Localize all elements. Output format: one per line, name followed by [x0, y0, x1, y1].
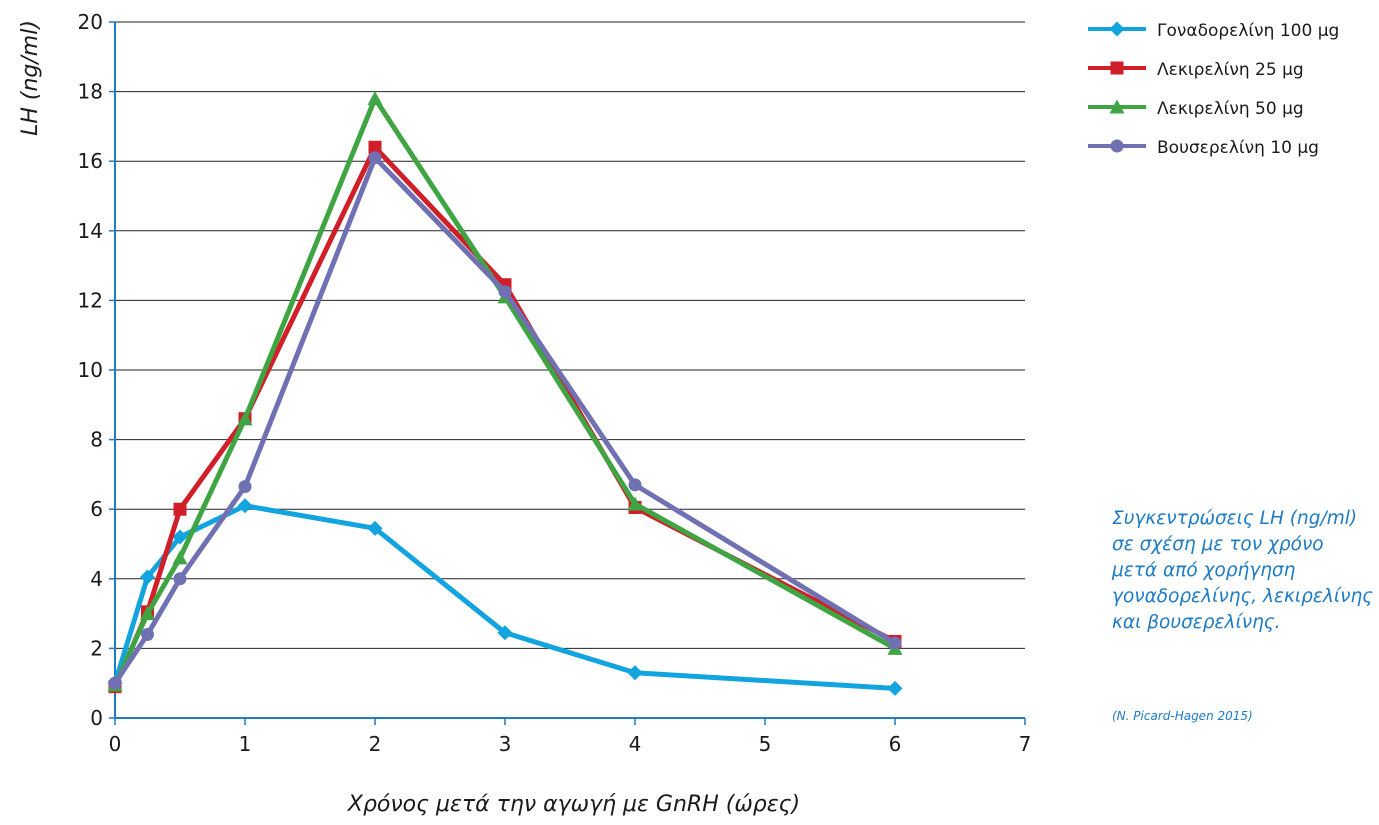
series-0	[107, 498, 903, 696]
data-point-3-0	[108, 676, 122, 690]
data-point-0-1	[140, 569, 155, 585]
data-point-2-2	[172, 550, 188, 565]
data-point-2-6	[627, 496, 643, 511]
series-line-1	[112, 144, 898, 690]
axes	[109, 21, 1026, 725]
data-point-0-3	[237, 498, 253, 514]
series-line-0	[112, 503, 898, 691]
legend-item-2: Λεκιρελίνη 50 μg	[1088, 99, 1304, 119]
data-point-0-2	[172, 529, 188, 545]
legend-label-2: Λεκιρελίνη 50 μg	[1157, 99, 1304, 119]
legend: Γοναδορελίνη 100 μg Λεκιρελίνη 25 μg Λεκιρ…	[1088, 21, 1339, 158]
data-point-3-7	[888, 636, 902, 650]
series-line-3	[112, 155, 898, 686]
data-point-3-4	[368, 151, 382, 165]
series-2	[107, 91, 903, 692]
data-point-3-2	[173, 572, 187, 586]
legend-item-3: Βουσερελίνη 10 μg	[1088, 138, 1319, 158]
x-tick-label-4: 4	[629, 732, 642, 756]
y-tick-label-5: 10	[78, 358, 103, 382]
y-axis-title: LH (ng/ml)	[18, 20, 43, 136]
series-3	[108, 151, 902, 690]
data-point-0-5	[497, 625, 513, 641]
data-point-0-4	[367, 520, 383, 536]
data-point-3-3	[238, 480, 252, 494]
legend-label-3: Βουσερελίνη 10 μg	[1157, 138, 1319, 158]
grid-lines	[115, 21, 1025, 649]
data-point-2-4	[367, 91, 383, 106]
legend-swatch-marker-1	[1110, 61, 1124, 75]
legend-item-1: Λεκιρελίνη 25 μg	[1088, 60, 1304, 80]
data-point-3-6	[628, 478, 642, 492]
legend-swatch-marker-2	[1109, 99, 1125, 114]
y-tick-label-0: 0	[90, 706, 103, 730]
data-point-1-2	[173, 502, 187, 516]
y-tick-label-2: 4	[90, 567, 103, 591]
figure-source: (N. Picard-Hagen 2015)	[1112, 709, 1253, 723]
series-lines	[107, 91, 903, 696]
legend-label-1: Λεκιρελίνη 25 μg	[1157, 60, 1304, 80]
data-point-0-7	[887, 680, 903, 696]
figure-caption: Συγκεντρώσεις LH (ng/ml) σε σχέση με τον…	[1112, 508, 1374, 633]
data-point-2-3	[237, 411, 253, 426]
legend-swatch-marker-3	[1110, 139, 1124, 153]
x-tick-label-2: 2	[369, 732, 382, 756]
series-line-2	[112, 96, 898, 688]
y-tick-label-8: 16	[78, 149, 103, 173]
series-1	[108, 140, 902, 694]
legend-item-0: Γοναδορελίνη 100 μg	[1088, 21, 1339, 41]
x-tick-label-3: 3	[499, 732, 512, 756]
x-tick-label-5: 5	[759, 732, 772, 756]
legend-label-0: Γοναδορελίνη 100 μg	[1157, 21, 1339, 41]
y-tick-label-3: 6	[90, 497, 103, 521]
y-tick-label-10: 20	[78, 10, 103, 34]
data-point-3-5	[498, 285, 512, 299]
y-tick-label-4: 8	[90, 428, 103, 452]
legend-swatch-marker-0	[1109, 21, 1125, 37]
y-tick-label-9: 18	[78, 80, 103, 104]
y-tick-label-7: 14	[78, 219, 103, 243]
data-point-3-1	[141, 627, 154, 641]
x-tick-label-7: 7	[1019, 732, 1032, 756]
data-point-1-4	[368, 140, 382, 154]
y-tick-label-1: 2	[90, 636, 103, 660]
x-tick-label-1: 1	[239, 732, 252, 756]
x-axis-title: Χρόνος μετά την αγωγή με GnRH (ώρες)	[347, 792, 800, 817]
x-tick-label-6: 6	[889, 732, 902, 756]
x-tick-label-0: 0	[109, 732, 122, 756]
data-point-2-1	[140, 606, 155, 621]
data-point-0-6	[627, 665, 643, 681]
y-tick-label-6: 12	[78, 288, 103, 312]
